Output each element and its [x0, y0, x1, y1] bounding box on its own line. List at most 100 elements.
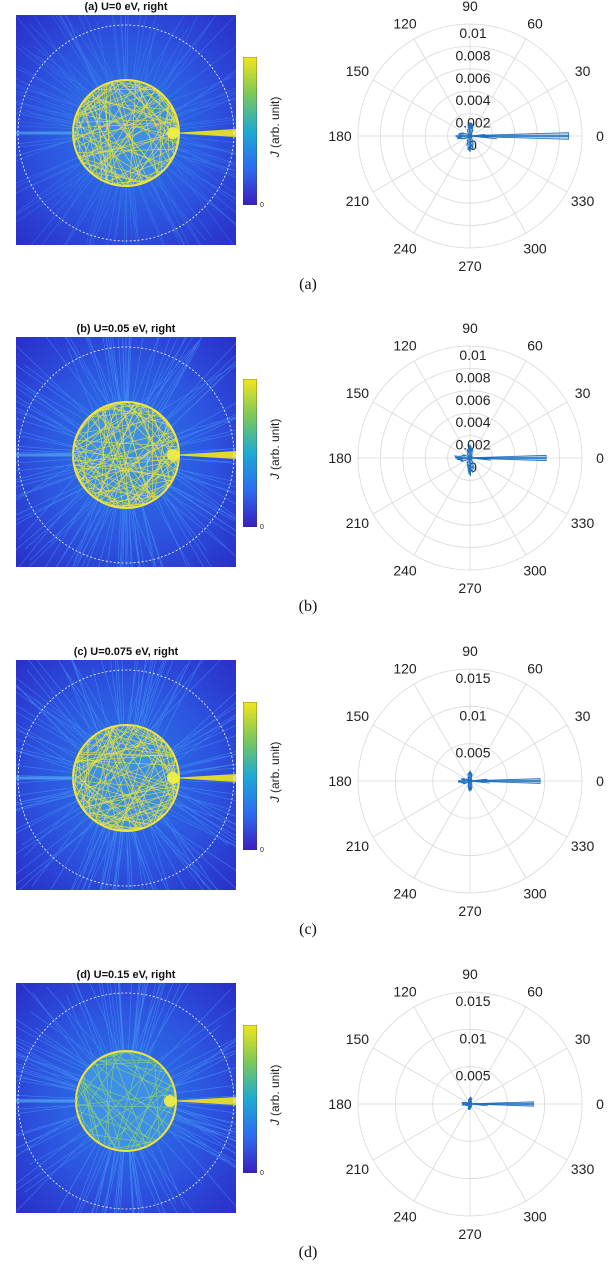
radial-tick-label: 0.01	[459, 1030, 486, 1046]
radial-tick-label: 0.01	[459, 347, 486, 363]
radial-tick-label: 0.01	[459, 707, 486, 723]
angle-tick-label: 240	[393, 886, 417, 902]
angle-tick-label: 210	[346, 1161, 370, 1177]
angle-tick-label: 150	[346, 1031, 370, 1047]
angle-tick-label: 240	[393, 563, 417, 579]
angle-tick-label: 330	[571, 193, 595, 209]
angle-tick-label: 0	[596, 128, 604, 144]
radial-tick-label: 0.015	[455, 993, 490, 1009]
angular-grid-line	[470, 1007, 526, 1104]
colorbar-unit: (arb. unit)	[268, 742, 282, 797]
angle-tick-label: 60	[527, 15, 543, 31]
angle-tick-label: 210	[346, 515, 370, 531]
angle-tick-label: 180	[328, 128, 352, 144]
radial-tick-label: 0.01	[459, 25, 486, 41]
radial-tick-label: 0.008	[455, 369, 490, 385]
angle-tick-label: 270	[458, 1226, 482, 1242]
angle-tick-label: 150	[346, 63, 370, 79]
angle-tick-label: 60	[527, 660, 543, 676]
angle-tick-label: 270	[458, 903, 482, 919]
colorbar-label: J (arb. unit)	[268, 742, 282, 803]
angle-tick-label: 30	[575, 708, 591, 724]
colorbar	[243, 379, 257, 527]
polar-plot: 03060901201501802102402703003300.0050.01…	[320, 968, 616, 1258]
polar-series-trace	[455, 446, 546, 476]
angle-tick-label: 90	[462, 322, 478, 336]
colorbar-tick-label: 0	[260, 524, 264, 531]
angle-tick-label: 180	[328, 1096, 352, 1112]
angular-grid-line	[373, 1104, 470, 1160]
angle-tick-label: 150	[346, 385, 370, 401]
angle-tick-label: 180	[328, 450, 352, 466]
colorbar-symbol: J	[268, 151, 282, 157]
angle-tick-label: 90	[462, 645, 478, 659]
angular-grid-line	[373, 136, 470, 192]
angular-grid-line	[414, 1104, 470, 1201]
radial-tick-label: 0.004	[455, 414, 490, 430]
angular-grid-line	[414, 781, 470, 878]
angle-tick-label: 330	[571, 838, 595, 854]
panel-caption: (d)	[0, 1244, 616, 1262]
colorbar-unit: (arb. unit)	[268, 97, 282, 152]
angular-grid-line	[414, 684, 470, 781]
panel-caption: (b)	[0, 598, 616, 616]
angle-tick-label: 90	[462, 968, 478, 982]
current-density-heatmap	[16, 337, 236, 567]
angular-grid-line	[470, 458, 567, 514]
colorbar-tick-label: 0	[260, 847, 264, 854]
panel-caption: (a)	[0, 276, 616, 294]
colorbar-label: J (arb. unit)	[268, 97, 282, 158]
angle-tick-label: 150	[346, 708, 370, 724]
angle-tick-label: 300	[523, 886, 547, 902]
radial-tick-label: 0.015	[455, 670, 490, 686]
angular-grid-line	[470, 1104, 567, 1160]
radial-tick-label: 0.004	[455, 92, 490, 108]
colorbar-symbol: J	[268, 473, 282, 479]
angular-grid-line	[470, 684, 526, 781]
angular-grid-line	[470, 1104, 526, 1201]
angle-tick-label: 330	[571, 515, 595, 531]
colorbar-label: J (arb. unit)	[268, 419, 282, 480]
colorbar	[243, 57, 257, 205]
current-density-heatmap	[16, 15, 236, 245]
angle-tick-label: 180	[328, 773, 352, 789]
angle-tick-label: 0	[596, 773, 604, 789]
angle-tick-label: 240	[393, 241, 417, 257]
angle-tick-label: 30	[575, 385, 591, 401]
heatmap-title: (a) U=0 eV, right	[16, 0, 236, 14]
angular-grid-line	[414, 1007, 470, 1104]
angle-tick-label: 270	[458, 258, 482, 274]
angle-tick-label: 120	[393, 660, 417, 676]
angle-tick-label: 120	[393, 983, 417, 999]
colorbar-tick-label: 0	[260, 1170, 264, 1177]
angular-grid-line	[470, 781, 526, 878]
radial-tick-label: 0.006	[455, 70, 490, 86]
angle-tick-label: 30	[575, 63, 591, 79]
angle-tick-label: 30	[575, 1031, 591, 1047]
angle-tick-label: 300	[523, 1209, 547, 1225]
angular-grid-line	[470, 458, 526, 555]
angular-grid-line	[470, 136, 526, 233]
colorbar-label: J (arb. unit)	[268, 1065, 282, 1126]
colorbar-tick-label: 0	[260, 202, 264, 209]
angle-tick-label: 60	[527, 337, 543, 353]
angle-tick-label: 120	[393, 337, 417, 353]
angular-grid-line	[470, 136, 567, 192]
colorbar	[243, 702, 257, 850]
radial-tick-label: 0.005	[455, 745, 490, 761]
angular-grid-line	[470, 781, 567, 837]
colorbar-unit: (arb. unit)	[268, 419, 282, 474]
heatmap-title: (b) U=0.05 eV, right	[16, 322, 236, 336]
angle-tick-label: 90	[462, 0, 478, 14]
angle-tick-label: 0	[596, 450, 604, 466]
polar-plot: 0 30 60 90 120 150 180 210 240 270 300 330 0.005 0.01…	[320, 645, 616, 935]
angle-tick-label: 0	[596, 1096, 604, 1112]
angle-tick-label: 300	[523, 241, 547, 257]
angle-tick-label: 240	[393, 1209, 417, 1225]
angle-tick-label: 210	[346, 838, 370, 854]
colorbar-symbol: J	[268, 796, 282, 802]
angle-tick-label: 120	[393, 15, 417, 31]
angle-tick-label: 330	[571, 1161, 595, 1177]
